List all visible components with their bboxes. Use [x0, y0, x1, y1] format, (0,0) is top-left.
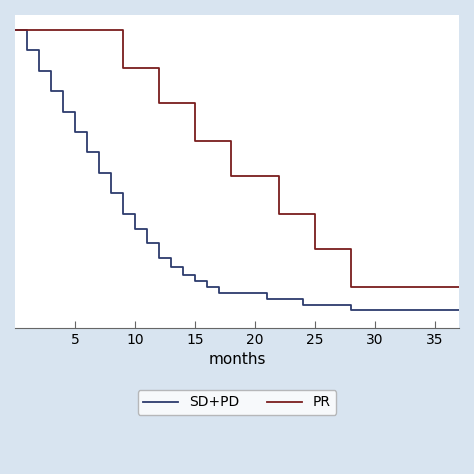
SD+PD — [144, 240, 150, 246]
PR — [192, 138, 198, 144]
SD+PD — [120, 211, 126, 217]
SD+PD — [168, 264, 174, 269]
SD+PD — [156, 255, 162, 261]
SD+PD — [204, 284, 210, 290]
SD+PD — [228, 290, 234, 296]
SD+PD — [348, 308, 354, 313]
PR — [120, 65, 126, 71]
PR — [156, 100, 162, 106]
PR — [456, 284, 462, 290]
SD+PD — [36, 68, 42, 73]
SD+PD — [12, 27, 18, 33]
PR — [276, 211, 282, 217]
X-axis label: months: months — [208, 353, 266, 367]
SD+PD — [192, 278, 198, 284]
SD+PD — [48, 88, 54, 94]
Legend: SD+PD, PR: SD+PD, PR — [137, 390, 337, 415]
SD+PD — [108, 191, 114, 196]
SD+PD — [72, 129, 78, 135]
PR — [348, 284, 354, 290]
SD+PD — [264, 296, 270, 301]
SD+PD — [132, 226, 138, 231]
SD+PD — [180, 273, 186, 278]
SD+PD — [60, 109, 66, 114]
PR — [228, 173, 234, 179]
SD+PD — [300, 302, 306, 308]
PR — [312, 246, 318, 252]
PR — [12, 27, 18, 33]
SD+PD — [84, 150, 90, 155]
SD+PD — [456, 308, 462, 313]
Line: PR: PR — [15, 30, 459, 287]
Line: SD+PD: SD+PD — [15, 30, 459, 310]
SD+PD — [96, 170, 102, 176]
SD+PD — [24, 47, 30, 53]
SD+PD — [216, 290, 222, 296]
